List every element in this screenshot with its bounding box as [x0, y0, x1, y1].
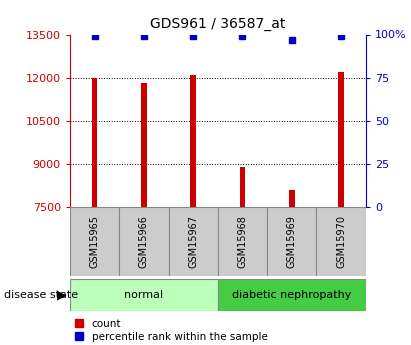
- Bar: [70, 207, 119, 276]
- Bar: [267, 207, 316, 276]
- Bar: [240, 167, 245, 207]
- Bar: [70, 279, 218, 311]
- Text: GSM15966: GSM15966: [139, 215, 149, 268]
- Bar: [316, 207, 366, 276]
- Text: normal: normal: [124, 290, 164, 300]
- Bar: [119, 207, 169, 276]
- Bar: [190, 75, 196, 207]
- Title: GDS961 / 36587_at: GDS961 / 36587_at: [150, 17, 286, 31]
- Text: GSM15965: GSM15965: [90, 215, 99, 268]
- Text: GSM15968: GSM15968: [238, 215, 247, 268]
- Legend: count, percentile rank within the sample: count, percentile rank within the sample: [75, 319, 268, 342]
- Bar: [218, 279, 366, 311]
- Text: disease state: disease state: [4, 290, 78, 300]
- Bar: [289, 190, 295, 207]
- Bar: [92, 78, 97, 207]
- Text: GSM15967: GSM15967: [188, 215, 198, 268]
- Text: ▶: ▶: [57, 288, 67, 302]
- Bar: [218, 207, 267, 276]
- Bar: [338, 72, 344, 207]
- Text: GSM15970: GSM15970: [336, 215, 346, 268]
- Bar: [141, 83, 147, 207]
- Bar: [169, 207, 218, 276]
- Text: diabetic nephropathy: diabetic nephropathy: [232, 290, 351, 300]
- Text: GSM15969: GSM15969: [287, 215, 297, 268]
